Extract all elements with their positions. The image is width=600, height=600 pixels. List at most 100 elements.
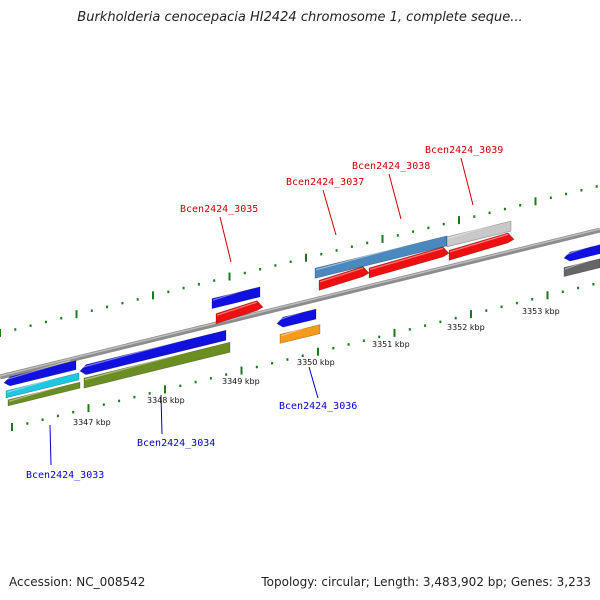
upper-scale-minor-tick [274, 264, 277, 267]
bcen2424-3035-label: Bcen2424_3035 [180, 204, 258, 215]
gene-3039-bar-highlight [449, 233, 509, 253]
upper-scale-minor-tick [473, 215, 476, 218]
upper-scale-minor-tick [90, 309, 93, 312]
lower-scale-minor-tick [500, 305, 503, 309]
gene-3036-bar-highlight [277, 308, 311, 321]
gene-3038-bar [368, 246, 450, 279]
bcen2424-3038-label: Bcen2424_3038 [352, 161, 430, 172]
lower-scale-minor-tick [194, 380, 197, 384]
gene-3033-cyan-bar-highlight [6, 372, 74, 393]
gene-3036-bar [276, 308, 317, 328]
topology-summary: Topology: circular; Length: 3,483,902 bp… [261, 575, 591, 589]
lower-scale-minor-tick [118, 399, 121, 403]
scale-label-3352-kbp: 3352 kbp [447, 323, 485, 332]
gene-3034-olive-bar [83, 341, 231, 389]
bcen2424-3033-leader-line [49, 424, 52, 466]
gene-3033-bar-highlight [4, 360, 71, 381]
upper-scale-minor-tick [182, 286, 185, 290]
upper-scale-minor-tick [259, 268, 262, 271]
upper-scale-minor-tick [350, 245, 353, 248]
lower-scale-minor-tick [515, 301, 518, 305]
accession-text: Accession: NC_008542 [9, 575, 146, 589]
upper-scale-minor-tick [289, 260, 292, 263]
lower-scale-minor-tick [362, 339, 365, 342]
lower-scale-minor-tick [56, 414, 59, 418]
scale-label-3348-kbp: 3348 kbp [147, 396, 185, 405]
lower-scale-minor-tick [225, 373, 228, 376]
upper-scale-minor-tick [565, 192, 568, 196]
upper-scale-minor-tick [549, 196, 552, 200]
upper-scale-minor-tick [136, 298, 139, 301]
lower-scale-minor-tick [72, 410, 75, 414]
scale-labels: 3347 kbp 3348 kbp 3349 kbp 3350 kbp 3351 kbp… [73, 307, 560, 427]
lower-scale-minor-tick [592, 282, 595, 286]
lower-scale-minor-tick [531, 298, 534, 301]
gene-3035-bar [215, 300, 264, 325]
gene-3034-olive-bar-body [83, 341, 231, 389]
lower-scale-minor-tick [26, 422, 29, 425]
upper-scale-minor-tick [488, 211, 491, 215]
bcen2424-3039-leader-line [460, 157, 474, 206]
lower-scale-minor-tick [408, 328, 411, 331]
bcen2424-3036-leader-line [308, 366, 319, 399]
lower-scale-minor-tick [179, 384, 182, 388]
lower-scale-minor-tick [347, 343, 350, 346]
gene-3036-orange-bar-body [279, 324, 321, 344]
lower-scale-track [11, 282, 595, 431]
gene-3035-blue-bar-body [211, 286, 261, 310]
lower-scale-minor-tick [424, 324, 427, 327]
gene-3037-steel-bar-highlight [315, 235, 442, 271]
gene-3035-blue-bar-highlight [212, 286, 255, 301]
gene-3039-gray-bar-body [446, 220, 512, 248]
upper-scale-minor-tick [121, 301, 124, 305]
gene-3035-bar-body [215, 300, 264, 325]
edge-blue-bar [563, 244, 600, 262]
chromosome-backbone [0, 227, 600, 380]
gene-3038-bar-highlight [369, 247, 444, 271]
gene-3039-gray-bar-highlight [447, 220, 506, 239]
scale-label-3353-kbp: 3353 kbp [522, 307, 560, 316]
gene-3036-bar-body [276, 308, 317, 328]
upper-scale-minor-tick [243, 271, 246, 275]
bcen2424-3034-label: Bcen2424_3034 [137, 438, 215, 449]
upper-scale-minor-tick [519, 204, 522, 207]
upper-scale-minor-tick [580, 188, 583, 192]
lower-scale-minor-tick [148, 392, 151, 395]
edge-gray-bar-body [563, 258, 600, 277]
lower-scale-minor-tick [102, 403, 105, 406]
gene-callouts: Bcen2424_3033 Bcen2424_3034 Bcen2424_3035 B… [26, 145, 503, 481]
lower-scale-minor-tick [41, 418, 44, 421]
bcen2424-3037-leader-line [322, 189, 337, 236]
bcen2424-3038-leader-line [388, 173, 402, 220]
scale-label-3350-kbp: 3350 kbp [297, 358, 335, 367]
lower-scale-minor-tick [209, 377, 212, 380]
gene-3037-bar-highlight [319, 267, 364, 283]
gene-3033-olive-bar-highlight [8, 381, 75, 402]
gene-3035-bar-highlight [216, 301, 258, 316]
gene-3037-bar-body [318, 266, 370, 291]
gene-3036-orange-bar [279, 324, 321, 344]
lower-scale-minor-tick [133, 395, 136, 399]
lower-scale-minor-tick [332, 346, 335, 350]
gene-3034-bar [79, 329, 227, 375]
gene-3033-bar [3, 360, 77, 387]
bcen2424-3036-label: Bcen2424_3036 [279, 401, 357, 412]
gene-3033-bar-body [3, 360, 77, 387]
edge-blue-bar-highlight [564, 244, 595, 256]
lower-scale-minor-tick [577, 286, 580, 290]
bcen2424-3037-label: Bcen2424_3037 [286, 177, 364, 188]
lower-scale-minor-tick [439, 320, 442, 324]
upper-scale-minor-tick [503, 207, 506, 211]
scale-label-3347-kbp: 3347 kbp [73, 418, 111, 427]
gene-3039-gray-bar [446, 220, 512, 248]
lower-scale-minor-tick [286, 358, 289, 361]
scale-label-3351-kbp: 3351 kbp [372, 340, 410, 349]
lower-scale-minor-tick [485, 309, 488, 312]
gene-3035-blue-bar [211, 286, 261, 310]
lower-scale-minor-tick [255, 365, 258, 369]
upper-scale-minor-tick [396, 234, 399, 237]
lower-scale-minor-tick [561, 290, 564, 294]
gene-features [3, 220, 600, 407]
lower-scale-minor-tick [378, 335, 381, 339]
